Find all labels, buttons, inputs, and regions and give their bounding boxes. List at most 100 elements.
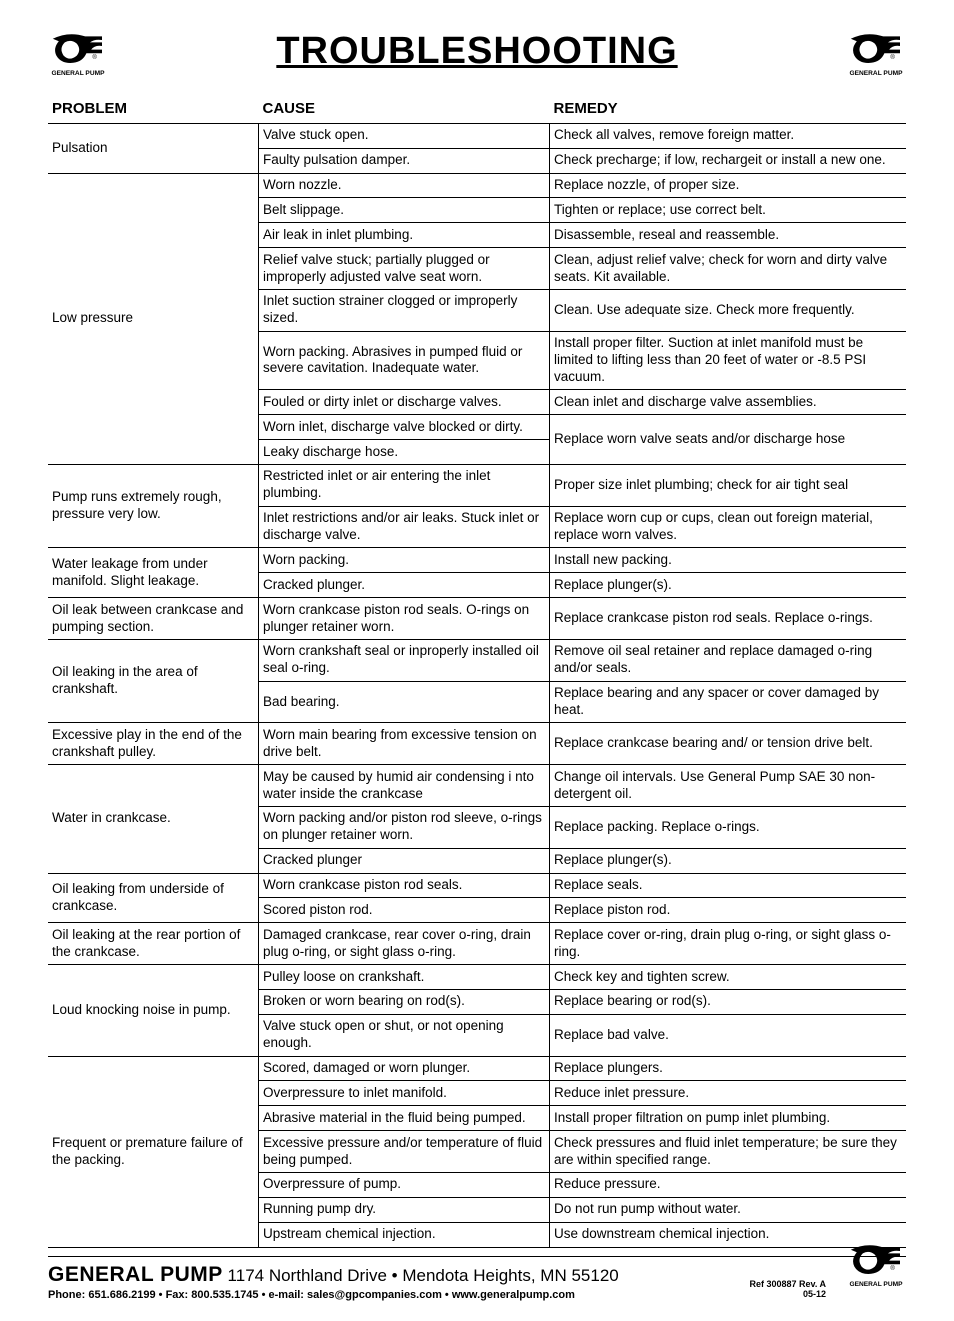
table-row: Low pressureWorn nozzle.Replace nozzle, … — [48, 173, 906, 198]
cause-cell: Air leak in inlet plumbing. — [259, 223, 550, 248]
remedy-cell: Proper size inlet plumbing; check for ai… — [550, 464, 907, 506]
cause-cell: Bad bearing. — [259, 681, 550, 723]
remedy-cell: Replace bearing or rod(s). — [550, 989, 907, 1014]
cause-cell: Worn packing. Abrasives in pumped fluid … — [259, 331, 550, 390]
cause-cell: Inlet restrictions and/or air leaks. Stu… — [259, 506, 550, 548]
remedy-cell: Replace plunger(s). — [550, 573, 907, 598]
remedy-cell: Clean inlet and discharge valve assembli… — [550, 390, 907, 415]
problem-cell: Water in crankcase. — [48, 765, 259, 873]
remedy-cell: Replace piston rod. — [550, 898, 907, 923]
remedy-cell: Check pressures and fluid inlet temperat… — [550, 1131, 907, 1173]
col-cause: CAUSE — [259, 96, 550, 123]
cause-cell: Valve stuck open. — [259, 123, 550, 148]
table-row: PulsationValve stuck open.Check all valv… — [48, 123, 906, 148]
cause-cell: Worn crankcase piston rod seals. O-rings… — [259, 598, 550, 640]
cause-cell: Overpressure of pump. — [259, 1172, 550, 1197]
cause-cell: Broken or worn bearing on rod(s). — [259, 989, 550, 1014]
problem-cell: Pulsation — [48, 123, 259, 173]
remedy-cell: Replace plungers. — [550, 1056, 907, 1081]
cause-cell: Overpressure to inlet manifold. — [259, 1081, 550, 1106]
cause-cell: Cracked plunger. — [259, 573, 550, 598]
table-row: Water in crankcase.May be caused by humi… — [48, 765, 906, 807]
ref-number: Ref 300887 Rev. A — [749, 1279, 826, 1290]
problem-cell: Loud knocking noise in pump. — [48, 965, 259, 1057]
cause-cell: Abrasive material in the fluid being pum… — [259, 1106, 550, 1131]
remedy-cell: Install proper filtration on pump inlet … — [550, 1106, 907, 1131]
remedy-cell: Clean. Use adequate size. Check more fre… — [550, 289, 907, 331]
table-row: Oil leaking from underside of crankcase.… — [48, 873, 906, 898]
ref-date: 05-12 — [749, 1289, 826, 1300]
remedy-cell: Change oil intervals. Use General Pump S… — [550, 765, 907, 807]
svg-text:GENERAL PUMP: GENERAL PUMP — [849, 1280, 903, 1287]
svg-text:®: ® — [890, 1265, 895, 1272]
cause-cell: Excessive pressure and/or temperature of… — [259, 1131, 550, 1173]
problem-cell: Water leakage from under manifold. Sligh… — [48, 548, 259, 598]
remedy-cell: Install new packing. — [550, 548, 907, 573]
cause-cell: Pulley loose on crankshaft. — [259, 965, 550, 990]
cause-cell: Worn main bearing from excessive tension… — [259, 723, 550, 765]
cause-cell: Restricted inlet or air entering the inl… — [259, 464, 550, 506]
remedy-cell: Remove oil seal retainer and replace dam… — [550, 639, 907, 681]
remedy-cell: Tighten or replace; use correct belt. — [550, 198, 907, 223]
header: GENERAL PUMP ® TROUBLESHOOTING GENERAL PU… — [48, 28, 906, 88]
svg-text:®: ® — [92, 54, 97, 61]
cause-cell: Leaky discharge hose. — [259, 440, 550, 465]
remedy-cell: Replace crankcase bearing and/ or tensio… — [550, 723, 907, 765]
table-row: Excessive play in the end of the cranksh… — [48, 723, 906, 765]
remedy-cell: Do not run pump without water. — [550, 1197, 907, 1222]
remedy-cell: Replace bearing and any spacer or cover … — [550, 681, 907, 723]
problem-cell: Oil leaking in the area of crankshaft. — [48, 639, 259, 723]
remedy-cell: Check precharge; if low, rechargeit or i… — [550, 148, 907, 173]
table-row: Oil leaking in the area of crankshaft.Wo… — [48, 639, 906, 681]
svg-text:®: ® — [890, 54, 895, 61]
svg-text:GENERAL PUMP: GENERAL PUMP — [51, 70, 105, 77]
company-name: GENERAL PUMP — [48, 1263, 223, 1286]
cause-cell: Faulty pulsation damper. — [259, 148, 550, 173]
table-row: Oil leaking at the rear portion of the c… — [48, 923, 906, 965]
remedy-cell: Replace cover or-ring, drain plug o-ring… — [550, 923, 907, 965]
cause-cell: Worn crankshaft seal or inproperly insta… — [259, 639, 550, 681]
cause-cell: Scored piston rod. — [259, 898, 550, 923]
troubleshooting-table: PROBLEM CAUSE REMEDY PulsationValve stuc… — [48, 96, 906, 1248]
remedy-cell: Replace crankcase piston rod seals. Repl… — [550, 598, 907, 640]
cause-cell: Cracked plunger — [259, 848, 550, 873]
remedy-cell: Reduce inlet pressure. — [550, 1081, 907, 1106]
footer: GENERAL PUMP 1174 Northland Drive • Mend… — [48, 1256, 906, 1301]
cause-cell: Scored, damaged or worn plunger. — [259, 1056, 550, 1081]
table-row: Frequent or premature failure of the pac… — [48, 1056, 906, 1081]
page-title: TROUBLESHOOTING — [108, 30, 846, 73]
table-row: Loud knocking noise in pump.Pulley loose… — [48, 965, 906, 990]
col-remedy: REMEDY — [550, 96, 907, 123]
remedy-cell: Disassemble, reseal and reassemble. — [550, 223, 907, 248]
cause-cell: Running pump dry. — [259, 1197, 550, 1222]
remedy-cell: Replace bad valve. — [550, 1014, 907, 1056]
cause-cell: Damaged crankcase, rear cover o-ring, dr… — [259, 923, 550, 965]
problem-cell: Frequent or premature failure of the pac… — [48, 1056, 259, 1247]
remedy-cell: Check key and tighten screw. — [550, 965, 907, 990]
problem-cell: Pump runs extremely rough, pressure very… — [48, 464, 259, 548]
remedy-cell: Replace worn valve seats and/or discharg… — [550, 415, 907, 465]
cause-cell: Worn inlet, discharge valve blocked or d… — [259, 415, 550, 440]
cause-cell: May be caused by humid air condensing i … — [259, 765, 550, 807]
col-problem: PROBLEM — [48, 96, 259, 123]
cause-cell: Fouled or dirty inlet or discharge valve… — [259, 390, 550, 415]
remedy-cell: Replace plunger(s). — [550, 848, 907, 873]
remedy-cell: Replace worn cup or cups, clean out fore… — [550, 506, 907, 548]
svg-text:GENERAL PUMP: GENERAL PUMP — [849, 70, 903, 77]
cause-cell: Worn nozzle. — [259, 173, 550, 198]
cause-cell: Worn packing and/or piston rod sleeve, o… — [259, 806, 550, 848]
remedy-cell: Reduce pressure. — [550, 1172, 907, 1197]
cause-cell: Belt slippage. — [259, 198, 550, 223]
cause-cell: Worn packing. — [259, 548, 550, 573]
footer-ref: Ref 300887 Rev. A 05-12 — [749, 1279, 826, 1301]
cause-cell: Worn crankcase piston rod seals. — [259, 873, 550, 898]
remedy-cell: Replace seals. — [550, 873, 907, 898]
problem-cell: Low pressure — [48, 173, 259, 464]
problem-cell: Excessive play in the end of the cranksh… — [48, 723, 259, 765]
general-pump-logo-icon: GENERAL PUMP ® — [846, 28, 906, 88]
company-address: 1174 Northland Drive • Mendota Heights, … — [228, 1266, 619, 1285]
table-row: Oil leak between crankcase and pumping s… — [48, 598, 906, 640]
problem-cell: Oil leak between crankcase and pumping s… — [48, 598, 259, 640]
remedy-cell: Replace packing. Replace o-rings. — [550, 806, 907, 848]
general-pump-logo-icon: GENERAL PUMP ® — [846, 1239, 906, 1299]
